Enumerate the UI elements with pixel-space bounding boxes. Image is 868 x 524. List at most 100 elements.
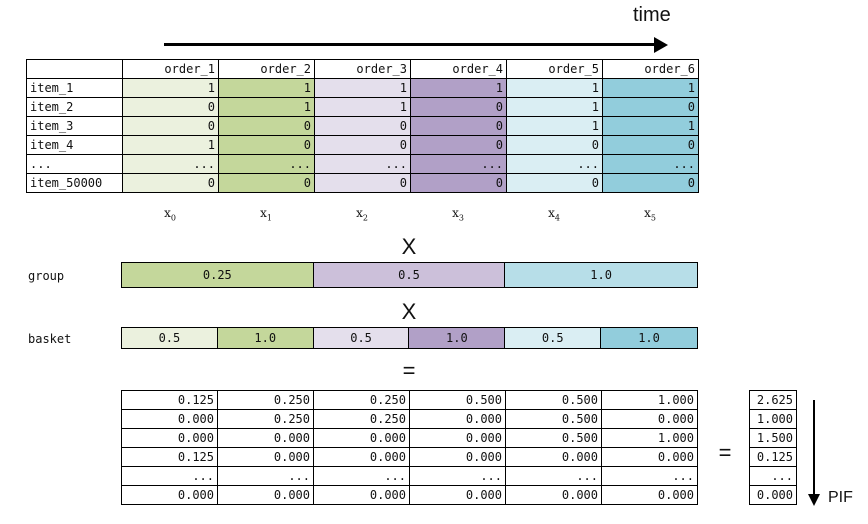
table-row: 0.000 0.000 0.000 0.000 0.000 0.000: [121, 485, 698, 505]
order-header: order_3: [314, 59, 411, 79]
cell-value: 1: [602, 116, 699, 136]
table-row: .....................: [26, 154, 699, 174]
cell-value: 1: [506, 78, 603, 98]
result-cell: 0.500: [505, 428, 602, 448]
x-label-base: x: [644, 206, 651, 220]
result-cell: 0.000: [409, 409, 506, 429]
table-row: item_1 1 1 1 1 1 1: [26, 78, 699, 98]
result-cell: ...: [505, 466, 602, 486]
cell-value: 0: [410, 135, 507, 155]
x-label-base: x: [452, 206, 459, 220]
cell-value: 1: [218, 97, 315, 117]
order-header: order_1: [122, 59, 219, 79]
result-cell: 0.500: [505, 409, 602, 429]
basket-weight-cell: 0.5: [505, 328, 602, 348]
item-label: item_4: [26, 135, 123, 155]
table-row: 0.125: [749, 447, 797, 467]
result-cell: 0.500: [505, 390, 602, 410]
table-row: ..................: [121, 466, 698, 486]
pif-arrow-head: [808, 494, 820, 506]
time-arrow-head: [654, 37, 668, 53]
cell-value: 0: [218, 116, 315, 136]
table-row: 0.000 0.250 0.250 0.000 0.500 0.000: [121, 409, 698, 429]
table-row: 0.125 0.000 0.000 0.000 0.000 0.000: [121, 447, 698, 467]
group-weight-cell: 0.25: [122, 263, 314, 287]
cell-value: 1: [218, 78, 315, 98]
pif-cell: 2.625: [749, 390, 797, 410]
table-row: 0.000 0.000 0.000 0.000 0.500 1.000: [121, 428, 698, 448]
result-cell: 0.000: [121, 428, 218, 448]
x-label-subscript: 1: [266, 213, 272, 223]
cell-value: 0: [218, 135, 315, 155]
item-label: item_1: [26, 78, 123, 98]
result-cell: ...: [121, 466, 218, 486]
x-label: x3: [410, 206, 506, 222]
result-cell: ...: [409, 466, 506, 486]
result-cell: 0.000: [601, 447, 698, 467]
cell-value: 1: [410, 78, 507, 98]
result-cell: 1.000: [601, 428, 698, 448]
pif-cell: 1.000: [749, 409, 797, 429]
x-label-base: x: [356, 206, 363, 220]
item-order-table: order_1 order_2 order_3 order_4 order_5 order…: [26, 59, 699, 193]
group-weights-bar: 0.25 0.5 1.0: [121, 262, 698, 288]
result-cell: 0.000: [409, 428, 506, 448]
x-label-base: x: [260, 206, 267, 220]
result-cell: 0.000: [313, 428, 410, 448]
pif-cell: ...: [749, 466, 797, 486]
multiply-operator-2: X: [401, 299, 417, 324]
pif-label: PIF: [828, 489, 853, 506]
item-label: ...: [26, 154, 123, 174]
table-row: item_2 0 1 1 0 1 0: [26, 97, 699, 117]
result-cell: 0.250: [313, 409, 410, 429]
x-label-subscript: 0: [170, 213, 176, 223]
x-label-base: x: [548, 206, 555, 220]
time-label: time: [633, 4, 671, 26]
result-cell: 0.000: [505, 447, 602, 467]
cell-value: 0: [122, 116, 219, 136]
result-cell: 0.000: [409, 485, 506, 505]
table-row: item_50000 0 0 0 0 0 0: [26, 173, 699, 193]
result-cell: 0.000: [601, 485, 698, 505]
cell-value: 0: [314, 135, 411, 155]
equals-operator-1: =: [402, 358, 416, 383]
item-label: item_3: [26, 116, 123, 136]
result-cell: 0.250: [217, 409, 314, 429]
result-cell: 0.000: [313, 447, 410, 467]
result-cell: 0.000: [121, 409, 218, 429]
table-header-row: order_1 order_2 order_3 order_4 order_5 order…: [26, 59, 699, 79]
result-cell: 0.125: [121, 390, 218, 410]
table-row: 0.125 0.250 0.250 0.500 0.500 1.000: [121, 390, 698, 410]
cell-value: 0: [506, 173, 603, 193]
basket-weights-bar: 0.5 1.0 0.5 1.0 0.5 1.0: [121, 327, 698, 349]
result-cell: 1.000: [601, 390, 698, 410]
basket-weight-cell: 1.0: [601, 328, 697, 348]
x-label-base: x: [164, 206, 171, 220]
cell-value: 1: [506, 97, 603, 117]
item-label: item_50000: [26, 173, 123, 193]
x-label: x5: [602, 206, 698, 222]
cell-value: ...: [410, 154, 507, 174]
table-row: 1.000: [749, 409, 797, 429]
x-label: x4: [506, 206, 602, 222]
result-cell: 0.250: [217, 390, 314, 410]
result-cell: 0.500: [409, 390, 506, 410]
basket-label: basket: [28, 332, 72, 346]
basket-weight-cell: 0.5: [313, 328, 410, 348]
pif-cell: 1.500: [749, 428, 797, 448]
order-header: order_4: [410, 59, 507, 79]
x-label-subscript: 4: [554, 213, 560, 223]
result-cell: 0.000: [409, 447, 506, 467]
basket-weight-cell: 0.5: [122, 328, 218, 348]
cell-value: 1: [122, 78, 219, 98]
cell-value: 0: [410, 97, 507, 117]
cell-value: 0: [602, 173, 699, 193]
result-cell: 0.000: [313, 485, 410, 505]
cell-value: 0: [602, 97, 699, 117]
table-row: 1.500: [749, 428, 797, 448]
pif-cell: 0.125: [749, 447, 797, 467]
cell-value: 0: [314, 116, 411, 136]
table-row: 2.625: [749, 390, 797, 410]
basket-weight-cell: 1.0: [409, 328, 506, 348]
cell-value: 0: [218, 173, 315, 193]
